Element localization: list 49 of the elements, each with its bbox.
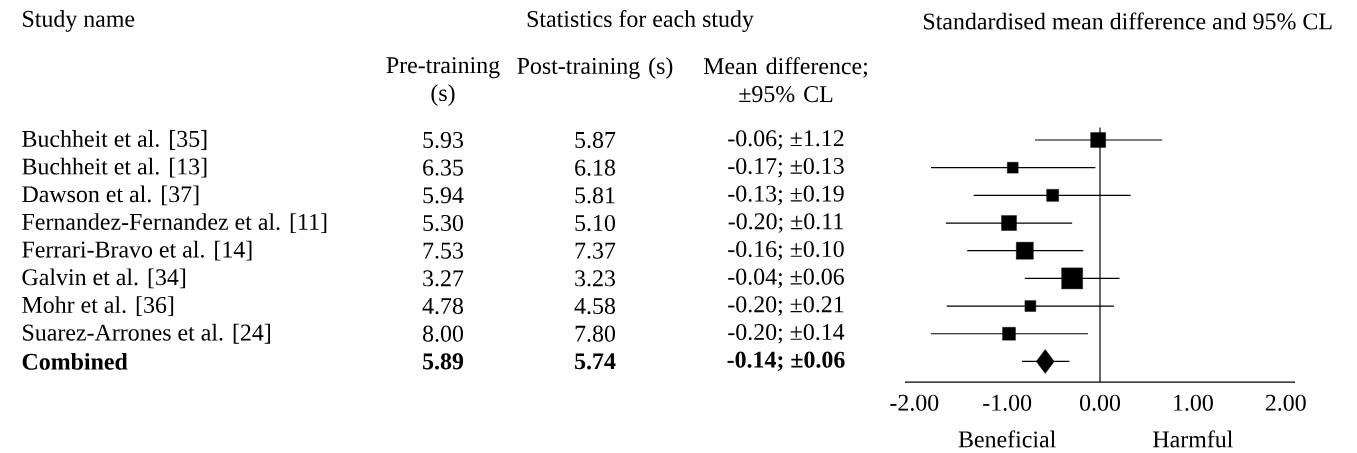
data-label: -0.17; ±0.13 [728, 157, 844, 178]
data-label: -0.13; ±0.19 [728, 185, 844, 206]
category-label: Buchheit et al. [13] [22, 157, 207, 178]
text: Pre-training (s) [386, 57, 500, 106]
data-label: 5.74 [575, 353, 616, 370]
data-label: 3.23 [575, 270, 615, 287]
chart-title: Standardised mean difference and 95% CL [923, 12, 1332, 30]
data-label: 3.27 [423, 270, 464, 287]
data-label: 4.58 [574, 297, 616, 315]
text: Study name [23, 10, 135, 32]
category-label: Fernandez-Fernandez et al. [11] [22, 213, 327, 233]
text: Statistics for each study [527, 9, 754, 32]
data-label: 7.53 [423, 242, 463, 259]
data-label: 8.00 [422, 325, 464, 342]
x-tick-label: 2.00 [1265, 394, 1306, 411]
x-tick-label: 1.00 [1174, 394, 1213, 411]
data-label: 5.94 [423, 187, 464, 204]
data-label: 6.35 [423, 159, 463, 176]
data-label: 5.87 [575, 131, 616, 149]
data-label: 5.89 [423, 353, 464, 370]
data-label: -0.04; ±0.06 [728, 268, 844, 289]
text: Beneficial [958, 430, 1056, 448]
category-label: Mohr et al. [36] [22, 296, 174, 316]
category-label: Galvin et al. [34] [22, 268, 186, 289]
data-label: -0.20; ±0.11 [728, 213, 843, 233]
data-label: 6.18 [575, 159, 616, 176]
category-label: Buchheit et al. [35] [22, 130, 207, 150]
data-label: -0.20; ±0.14 [728, 323, 845, 344]
x-tick-label: -1.00 [983, 394, 1032, 411]
data-label: 5.10 [575, 214, 616, 232]
data-label: 7.37 [575, 242, 616, 259]
data-label: -0.06; ±1.12 [728, 130, 844, 150]
category-label: Ferrari-Bravo et al. [14] [22, 240, 252, 261]
data-label: 5.81 [575, 187, 615, 204]
data-label: -0.16; ±0.10 [728, 240, 844, 261]
x-tick-label: -2.00 [890, 394, 939, 411]
data-label: 5.93 [423, 131, 463, 149]
category-label: Dawson et al. [37] [22, 185, 199, 206]
data-label: -0.20; ±0.21 [728, 296, 844, 316]
category-label: Suarez-Arrones et al. [24] [23, 323, 271, 344]
text: Post-training (s) [517, 57, 673, 79]
data-label: -0.14; ±0.06 [727, 351, 845, 372]
data-label: 5.30 [423, 214, 464, 232]
x-tick-label: 0.00 [1080, 394, 1121, 411]
category-label: Combined [22, 352, 128, 370]
data-label: 7.80 [575, 325, 616, 342]
text: Harmful [1153, 430, 1233, 448]
data-label: 4.78 [422, 297, 464, 315]
text: Mean difference; ±95% CL [703, 57, 867, 103]
